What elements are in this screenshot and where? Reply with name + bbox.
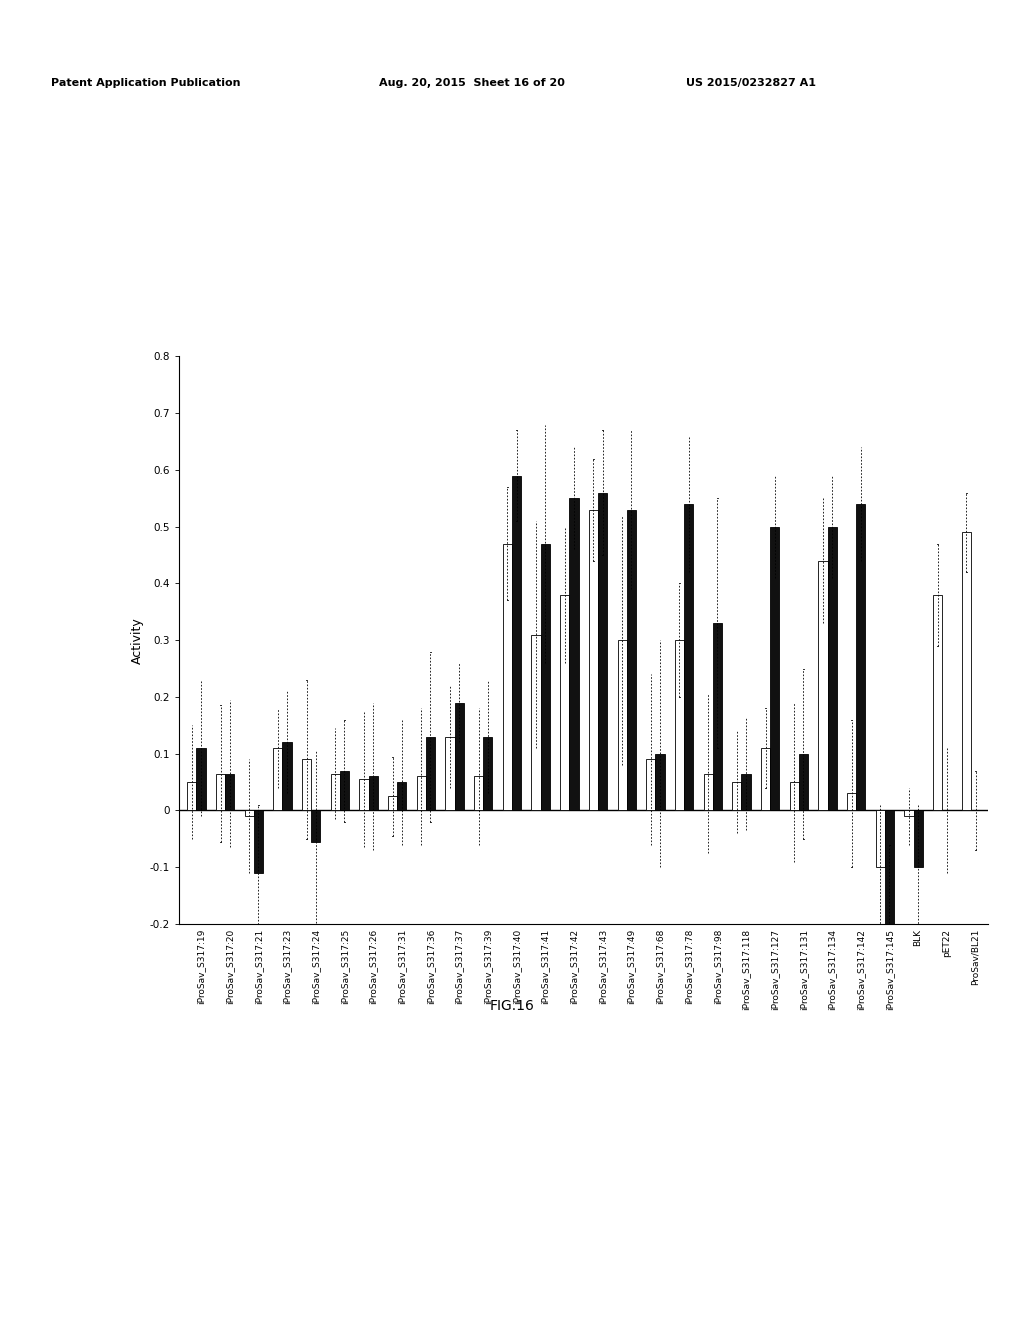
Bar [397, 781, 407, 810]
Bar [913, 810, 923, 867]
Bar [225, 774, 234, 810]
Bar [617, 640, 627, 810]
Bar [703, 774, 713, 810]
Text: Patent Application Publication: Patent Application Publication [51, 78, 241, 88]
Bar [627, 510, 636, 810]
Bar [675, 640, 684, 810]
Bar [273, 748, 283, 810]
Bar [732, 781, 741, 810]
Bar [254, 810, 263, 873]
Bar [474, 776, 483, 810]
Bar [713, 623, 722, 810]
Bar [560, 595, 569, 810]
Bar [302, 759, 311, 810]
Bar [283, 742, 292, 810]
Bar [359, 779, 369, 810]
Bar [541, 544, 550, 810]
Bar [790, 781, 799, 810]
Bar [684, 504, 693, 810]
Bar [655, 754, 665, 810]
Bar [245, 810, 254, 816]
Bar [770, 527, 779, 810]
Bar [933, 595, 942, 810]
Bar [799, 754, 808, 810]
Bar [876, 810, 885, 867]
Bar [761, 748, 770, 810]
Bar [216, 774, 225, 810]
Bar [455, 702, 464, 810]
Bar [340, 771, 349, 810]
Bar [417, 776, 426, 810]
Bar [885, 810, 894, 924]
Bar [197, 748, 206, 810]
Bar [483, 737, 493, 810]
Bar [512, 475, 521, 810]
Bar [904, 810, 913, 816]
Bar [503, 544, 512, 810]
Bar [426, 737, 435, 810]
Bar [369, 776, 378, 810]
Bar [818, 561, 827, 810]
Bar [569, 498, 579, 810]
Bar [827, 527, 837, 810]
Bar [388, 796, 397, 810]
Bar [847, 793, 856, 810]
Bar [598, 492, 607, 810]
Bar [589, 510, 598, 810]
Bar [311, 810, 321, 842]
Text: Aug. 20, 2015  Sheet 16 of 20: Aug. 20, 2015 Sheet 16 of 20 [379, 78, 565, 88]
Bar [187, 781, 197, 810]
Bar [531, 635, 541, 810]
Y-axis label: Activity: Activity [131, 616, 144, 664]
Bar [445, 737, 455, 810]
Text: FIG.16: FIG.16 [489, 999, 535, 1012]
Text: US 2015/0232827 A1: US 2015/0232827 A1 [686, 78, 816, 88]
Bar [331, 774, 340, 810]
Bar [741, 774, 751, 810]
Bar [962, 532, 971, 810]
Bar [856, 504, 865, 810]
Bar [646, 759, 655, 810]
